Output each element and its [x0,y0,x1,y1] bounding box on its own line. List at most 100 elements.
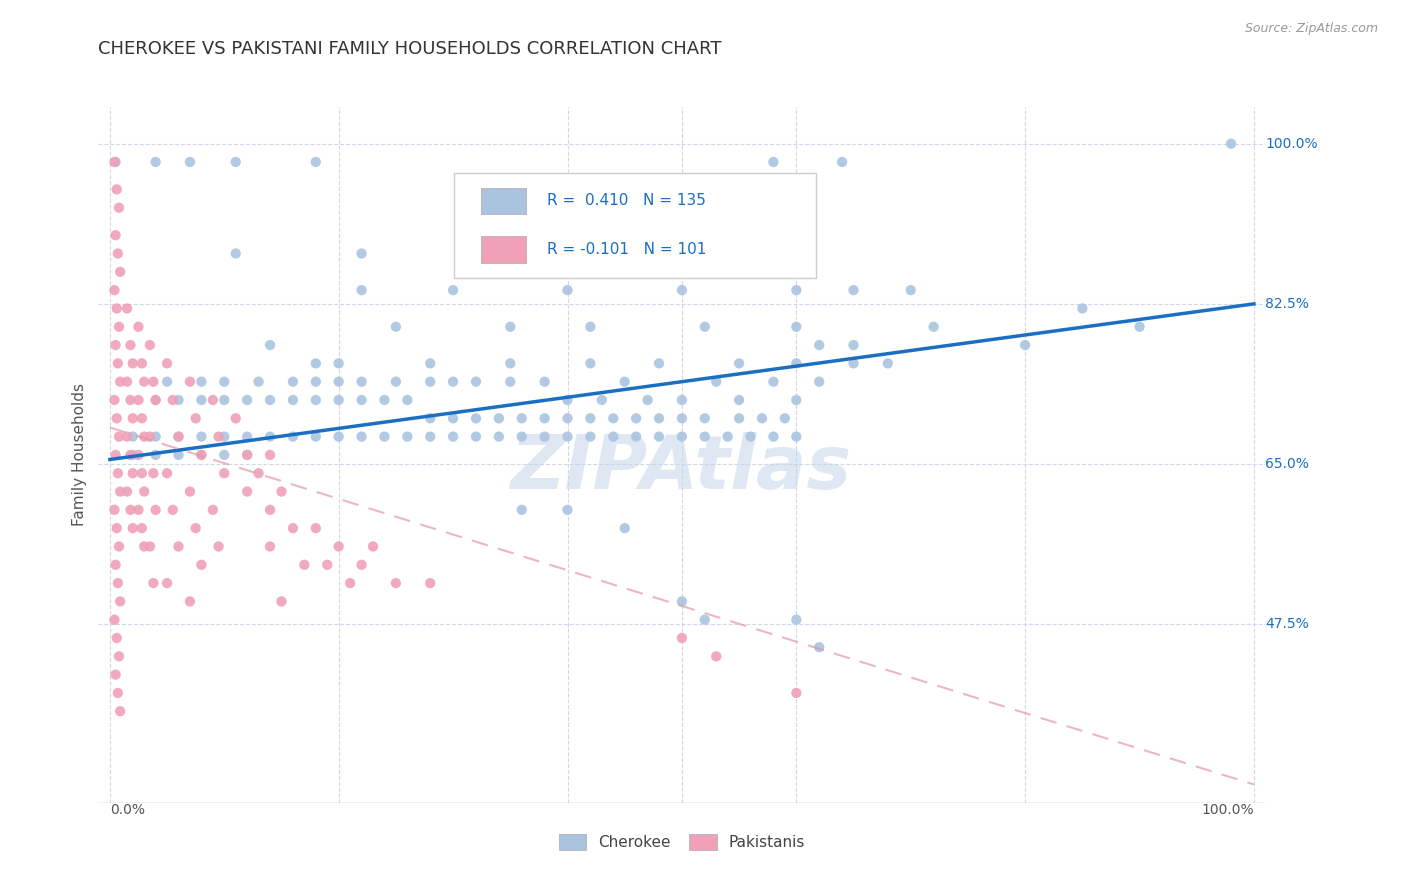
Point [156,375,179,389]
Point [499,375,522,389]
Point [579,411,602,425]
Point [704,375,727,389]
Point [167,429,190,443]
Point [214,429,236,443]
Point [762,375,785,389]
Point [167,540,190,554]
Point [142,375,165,389]
Point [121,356,143,370]
Text: 100.0%: 100.0% [1201,803,1254,817]
Point [785,429,807,443]
Point [179,594,201,608]
Point [671,392,693,407]
Point [259,503,281,517]
Point [350,429,373,443]
Point [105,521,128,535]
Point [120,448,142,462]
Point [104,667,127,681]
Point [693,411,716,425]
Point [184,411,207,425]
Point [103,613,125,627]
Point [107,246,129,260]
Point [704,649,727,664]
Point [190,392,212,407]
Point [156,356,179,370]
Point [441,375,464,389]
Point [142,467,165,481]
Point [533,429,555,443]
Point [259,429,281,443]
Point [602,429,624,443]
Point [671,631,693,645]
Point [557,429,579,443]
Point [247,467,270,481]
Point [108,429,131,443]
Point [385,319,408,334]
Point [305,521,328,535]
Point [105,631,128,645]
Point [419,375,441,389]
Point [179,484,201,499]
Point [108,594,131,608]
Point [103,392,125,407]
Point [292,558,315,572]
Point [270,484,292,499]
Point [145,429,167,443]
Point [214,467,236,481]
Point [121,411,143,425]
Point [1014,338,1036,352]
Point [831,155,853,169]
Point [785,319,807,334]
Point [785,392,807,407]
Point [717,429,740,443]
Point [108,540,131,554]
Point [190,448,212,462]
Point [305,429,328,443]
Point [385,576,408,591]
Point [259,338,281,352]
Point [115,301,138,316]
Point [328,540,350,554]
Point [671,594,693,608]
Point [270,594,292,608]
Point [671,429,693,443]
Point [121,521,143,535]
Legend: Cherokee, Pakistanis: Cherokee, Pakistanis [551,827,813,858]
Point [441,283,464,297]
Point [108,201,131,215]
Point [121,467,143,481]
Point [350,558,373,572]
Point [510,411,533,425]
FancyBboxPatch shape [454,173,815,277]
FancyBboxPatch shape [481,236,526,263]
Point [488,429,510,443]
Point [127,392,149,407]
Point [190,375,212,389]
Text: ZIPAtlas: ZIPAtlas [512,433,852,506]
Point [350,246,373,260]
Point [107,686,129,700]
Point [613,521,636,535]
Point [305,356,328,370]
Point [557,503,579,517]
Text: Source: ZipAtlas.com: Source: ZipAtlas.com [1244,22,1378,36]
Point [108,484,131,499]
Point [104,338,127,352]
Point [385,375,408,389]
Point [373,392,395,407]
Point [465,411,488,425]
Point [1220,136,1243,151]
Point [281,375,304,389]
Point [115,375,138,389]
Point [328,429,350,443]
Text: 0.0%: 0.0% [110,803,145,817]
Point [728,356,751,370]
Point [259,540,281,554]
Point [127,503,149,517]
Point [693,613,716,627]
Point [131,411,153,425]
Point [602,411,624,425]
Point [922,319,945,334]
Point [179,155,201,169]
Point [842,356,865,370]
